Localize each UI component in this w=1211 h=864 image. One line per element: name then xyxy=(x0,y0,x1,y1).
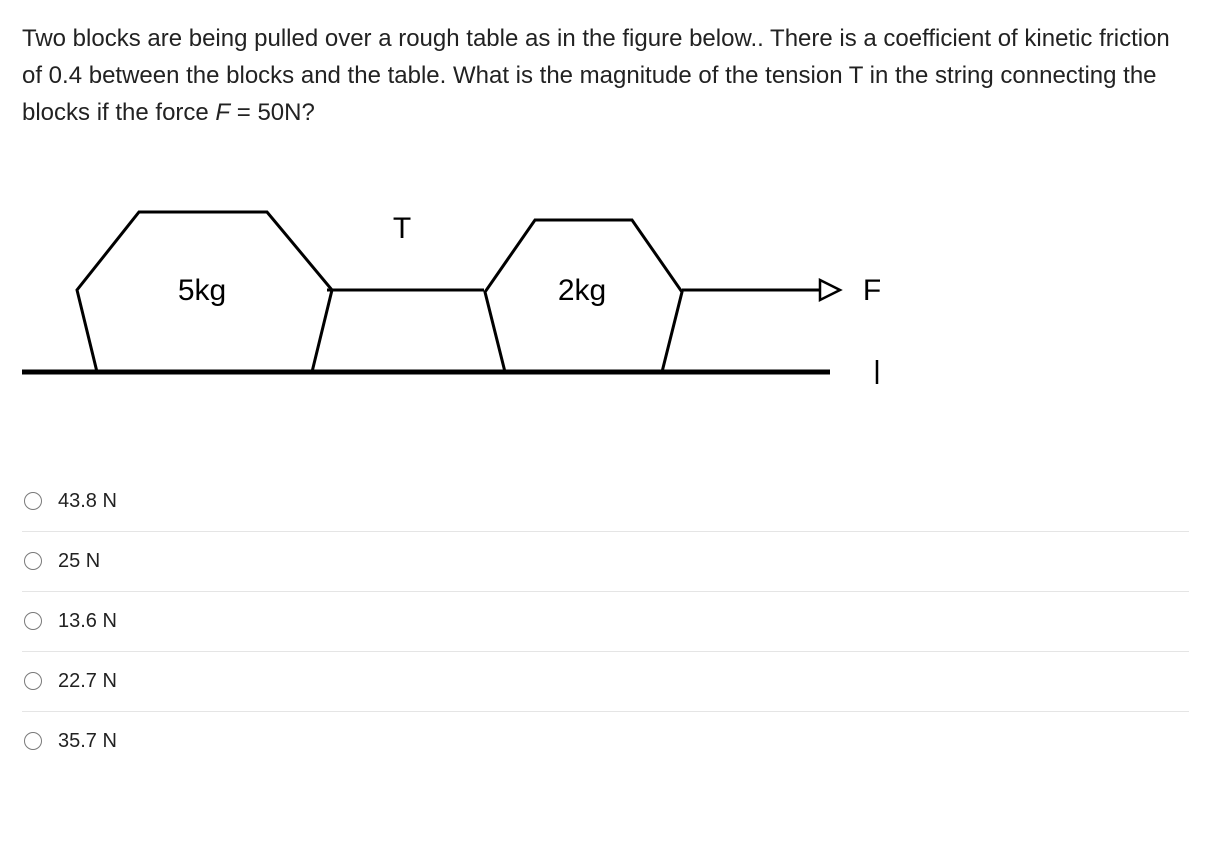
option-label: 25 N xyxy=(58,550,100,573)
option-row[interactable]: 25 N xyxy=(22,532,1189,592)
radio-icon[interactable] xyxy=(24,612,42,630)
option-label: 22.7 N xyxy=(58,670,117,693)
radio-icon[interactable] xyxy=(24,492,42,510)
question-force-var: F xyxy=(215,99,230,126)
radio-icon[interactable] xyxy=(24,552,42,570)
figure-svg: 5kg T 2kg F xyxy=(22,172,922,407)
block-left-label: 5kg xyxy=(178,274,226,307)
option-row[interactable]: 13.6 N xyxy=(22,592,1189,652)
tension-label: T xyxy=(393,212,411,245)
question-equals: = 50N? xyxy=(230,99,315,126)
option-label: 13.6 N xyxy=(58,610,117,633)
block-right-label: 2kg xyxy=(558,274,606,307)
option-row[interactable]: 43.8 N xyxy=(22,472,1189,532)
radio-icon[interactable] xyxy=(24,672,42,690)
question-text: Two blocks are being pulled over a rough… xyxy=(22,20,1189,132)
force-arrowhead xyxy=(820,280,840,300)
figure: 5kg T 2kg F xyxy=(22,172,1189,412)
option-label: 35.7 N xyxy=(58,730,117,753)
option-row[interactable]: 35.7 N xyxy=(22,712,1189,771)
option-row[interactable]: 22.7 N xyxy=(22,652,1189,712)
question-body: Two blocks are being pulled over a rough… xyxy=(22,25,1170,126)
option-label: 43.8 N xyxy=(58,490,117,513)
options-list: 43.8 N 25 N 13.6 N 22.7 N 35.7 N xyxy=(22,472,1189,771)
radio-icon[interactable] xyxy=(24,732,42,750)
force-label: F xyxy=(863,274,881,307)
